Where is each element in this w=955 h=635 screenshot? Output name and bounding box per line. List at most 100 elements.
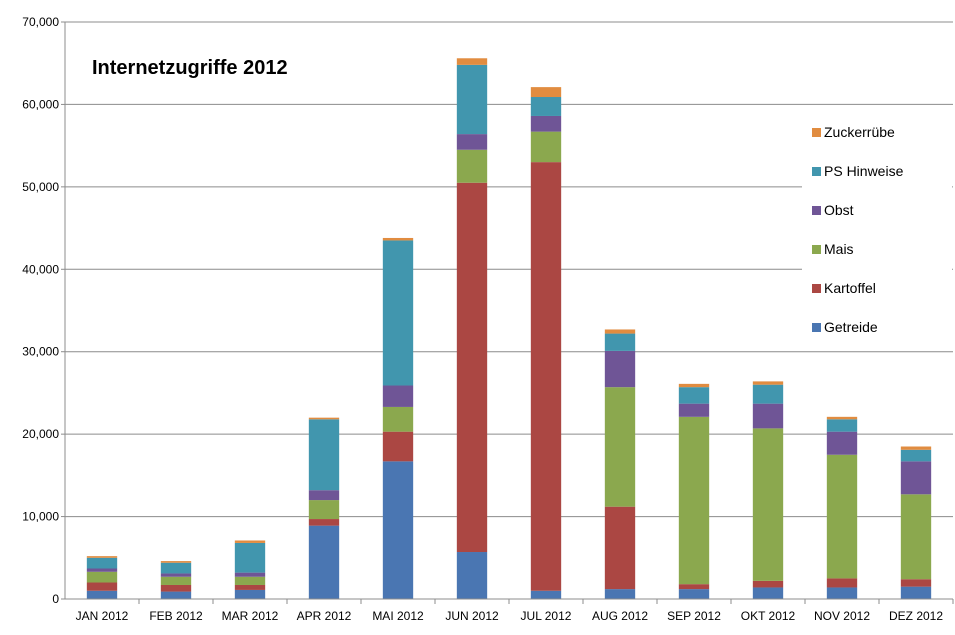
bar-segment-zuckerr-be-10 (826, 416, 858, 420)
bar-segment-obst-5 (456, 134, 488, 150)
bar-segment-obst-9 (752, 403, 784, 429)
bar-segment-mais-8 (678, 416, 710, 585)
y-tick-label: 50,000 (22, 180, 59, 194)
bar-segment-zuckerr-be-4 (382, 237, 414, 241)
bar-segment-getreide-7 (604, 589, 636, 599)
bar-segment-obst-1 (160, 573, 192, 577)
bar-segment-zuckerr-be-7 (604, 329, 636, 334)
bar-segment-kartoffel-4 (382, 431, 414, 462)
bar-segment-obst-7 (604, 350, 636, 388)
bar-segment-ps-hinweise-0 (86, 557, 118, 569)
bar-segment-kartoffel-10 (826, 578, 858, 588)
bar-segment-ps-hinweise-1 (160, 562, 192, 574)
bar-segment-getreide-9 (752, 587, 784, 599)
bar-segment-getreide-1 (160, 591, 192, 599)
bar-segment-zuckerr-be-3 (308, 417, 340, 420)
bar-segment-ps-hinweise-7 (604, 333, 636, 351)
chart-title: Internetzugriffe 2012 (92, 57, 288, 79)
bar-segment-ps-hinweise-4 (382, 240, 414, 386)
legend-swatch (812, 323, 821, 332)
legend: Zuckerrübe PS Hinweise Obst Mais Kartoffel Ge… (812, 124, 904, 335)
bar-segment-zuckerr-be-0 (86, 556, 118, 558)
y-axis-tick-labels: 0 10,000 20,000 30,000 40,000 50,000 60,000 70,… (22, 15, 59, 606)
bar-segment-kartoffel-6 (530, 162, 562, 591)
bar-segment-kartoffel-2 (234, 584, 266, 590)
bar-segment-getreide-10 (826, 587, 858, 599)
bar-segment-mais-10 (826, 454, 858, 579)
bar-segment-obst-10 (826, 431, 858, 455)
bar-segment-mais-11 (900, 494, 932, 580)
bar-segment-kartoffel-7 (604, 506, 636, 590)
bar-segment-ps-hinweise-10 (826, 419, 858, 432)
y-tick-label: 60,000 (22, 97, 59, 111)
y-tick-label: 0 (52, 592, 59, 606)
y-tick-label: 40,000 (22, 262, 59, 276)
x-tick-label: DEZ 2012 (889, 609, 943, 623)
legend-swatch (812, 128, 821, 137)
legend-label: PS Hinweise (824, 163, 904, 179)
x-tick-label: SEP 2012 (667, 609, 721, 623)
bar-segment-obst-3 (308, 490, 340, 501)
x-tick-label: APR 2012 (297, 609, 352, 623)
y-tick-label: 70,000 (22, 15, 59, 29)
legend-label: Getreide (824, 319, 878, 335)
bar-segment-obst-6 (530, 115, 562, 132)
x-tick-label: FEB 2012 (149, 609, 203, 623)
bar-segment-mais-1 (160, 576, 192, 585)
bar-segment-zuckerr-be-5 (456, 58, 488, 65)
bar-segment-getreide-6 (530, 590, 562, 599)
bar-segment-mais-0 (86, 571, 118, 583)
axes (61, 21, 954, 604)
bar-segment-mais-2 (234, 576, 266, 585)
bar-segment-obst-4 (382, 385, 414, 407)
bar-segment-mais-5 (456, 149, 488, 183)
bar-segment-getreide-8 (678, 589, 710, 599)
bar-segment-getreide-5 (456, 552, 488, 599)
y-tick-label: 10,000 (22, 510, 59, 524)
bar-segment-ps-hinweise-2 (234, 542, 266, 573)
bar-segment-kartoffel-9 (752, 580, 784, 588)
legend-label: Obst (824, 202, 854, 218)
bar-segment-zuckerr-be-11 (900, 446, 932, 450)
bar-segment-ps-hinweise-9 (752, 384, 784, 404)
x-tick-label: NOV 2012 (814, 609, 870, 623)
bar-segment-getreide-2 (234, 589, 266, 599)
gridlines (65, 21, 953, 518)
bar-segment-getreide-3 (308, 525, 340, 599)
bar-segment-zuckerr-be-8 (678, 383, 710, 388)
bar-segment-obst-8 (678, 403, 710, 417)
bar-segment-ps-hinweise-3 (308, 419, 340, 491)
bar-segment-obst-11 (900, 461, 932, 495)
bar-segment-mais-4 (382, 406, 414, 432)
x-tick-label: MAR 2012 (222, 609, 279, 623)
bar-segment-ps-hinweise-6 (530, 97, 562, 116)
bar-segment-zuckerr-be-9 (752, 381, 784, 385)
legend-label: Mais (824, 241, 854, 257)
x-axis-tick-labels: JAN 2012 FEB 2012 MAR 2012 APR 2012 MAI 2012… (76, 609, 944, 623)
legend-swatch (812, 167, 821, 176)
x-tick-label: JUL 2012 (521, 609, 572, 623)
bar-segment-getreide-11 (900, 586, 932, 599)
bar-segment-mais-9 (752, 428, 784, 581)
x-tick-label: OKT 2012 (741, 609, 796, 623)
bar-segment-getreide-0 (86, 590, 118, 599)
bar-segment-mais-7 (604, 387, 636, 507)
bar-segment-mais-6 (530, 131, 562, 163)
legend-swatch (812, 284, 821, 293)
bar-segment-kartoffel-1 (160, 584, 192, 592)
bar-segment-getreide-4 (382, 461, 414, 599)
legend-label: Zuckerrübe (824, 124, 895, 140)
y-tick-label: 30,000 (22, 345, 59, 359)
bar-segment-mais-3 (308, 500, 340, 520)
x-tick-label: JUN 2012 (445, 609, 499, 623)
bar-segment-ps-hinweise-11 (900, 449, 932, 462)
bar-segment-ps-hinweise-8 (678, 387, 710, 404)
legend-swatch (812, 245, 821, 254)
bar-segment-obst-2 (234, 572, 266, 577)
bar-segment-kartoffel-3 (308, 519, 340, 526)
x-tick-label: JAN 2012 (76, 609, 129, 623)
bar-segment-obst-0 (86, 568, 118, 572)
bar-segment-kartoffel-11 (900, 579, 932, 587)
